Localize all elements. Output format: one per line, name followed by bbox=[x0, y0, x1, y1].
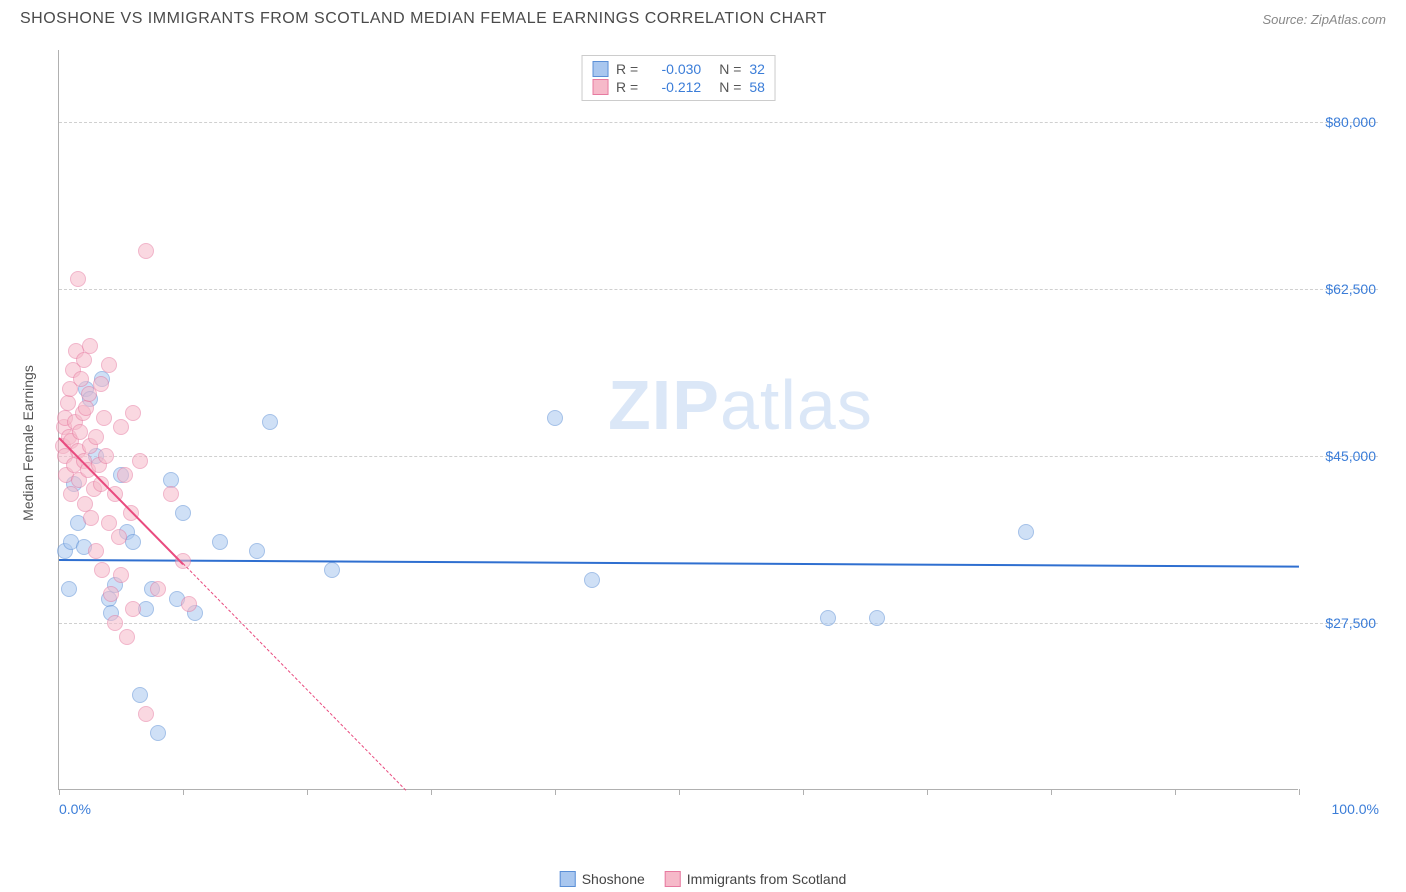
n-value: 58 bbox=[749, 79, 765, 95]
x-tick-label-min: 0.0% bbox=[59, 801, 91, 817]
data-point bbox=[547, 410, 563, 426]
plot-area: ZIPatlas R =-0.030N =32R =-0.212N =58 $2… bbox=[58, 50, 1298, 790]
data-point bbox=[70, 271, 86, 287]
y-tick-label: $62,500 bbox=[1325, 281, 1376, 297]
legend-swatch bbox=[592, 79, 608, 95]
data-point bbox=[138, 243, 154, 259]
r-value: -0.030 bbox=[646, 61, 701, 77]
legend-label: Immigrants from Scotland bbox=[687, 871, 847, 887]
legend-item: Immigrants from Scotland bbox=[665, 871, 847, 887]
gridline bbox=[59, 289, 1378, 290]
data-point bbox=[869, 610, 885, 626]
data-point bbox=[60, 395, 76, 411]
series-legend: Shoshone Immigrants from Scotland bbox=[560, 871, 847, 887]
legend-swatch bbox=[665, 871, 681, 887]
y-axis-label: Median Female Earnings bbox=[20, 365, 36, 521]
data-point bbox=[212, 534, 228, 550]
data-point bbox=[163, 486, 179, 502]
data-point bbox=[78, 400, 94, 416]
legend-row: R = -0.030 N = 32 bbox=[592, 60, 765, 78]
x-tick bbox=[803, 789, 804, 795]
data-point bbox=[113, 567, 129, 583]
x-tick-label-max: 100.0% bbox=[1332, 801, 1379, 817]
r-value: -0.212 bbox=[646, 79, 701, 95]
data-point bbox=[132, 687, 148, 703]
data-point bbox=[150, 725, 166, 741]
data-point bbox=[324, 562, 340, 578]
legend-swatch bbox=[592, 61, 608, 77]
x-tick bbox=[1051, 789, 1052, 795]
data-point bbox=[584, 572, 600, 588]
gridline bbox=[59, 623, 1378, 624]
source-attribution: Source: ZipAtlas.com bbox=[1262, 12, 1386, 27]
x-tick bbox=[307, 789, 308, 795]
x-tick bbox=[1299, 789, 1300, 795]
data-point bbox=[262, 414, 278, 430]
x-tick bbox=[679, 789, 680, 795]
x-tick bbox=[431, 789, 432, 795]
data-point bbox=[61, 581, 77, 597]
trend-line bbox=[183, 563, 407, 791]
correlation-legend: R = -0.030 N = 32 R = -0.212 N = 58 bbox=[581, 55, 776, 101]
legend-item: Shoshone bbox=[560, 871, 645, 887]
data-point bbox=[88, 429, 104, 445]
x-tick bbox=[183, 789, 184, 795]
data-point bbox=[76, 352, 92, 368]
data-point bbox=[181, 596, 197, 612]
data-point bbox=[1018, 524, 1034, 540]
x-tick bbox=[555, 789, 556, 795]
r-label: R = bbox=[616, 79, 638, 95]
n-label: N = bbox=[719, 79, 741, 95]
legend-swatch bbox=[560, 871, 576, 887]
data-point bbox=[150, 581, 166, 597]
data-point bbox=[249, 543, 265, 559]
data-point bbox=[101, 357, 117, 373]
data-point bbox=[107, 615, 123, 631]
data-point bbox=[111, 529, 127, 545]
data-point bbox=[103, 586, 119, 602]
y-tick-label: $80,000 bbox=[1325, 114, 1376, 130]
data-point bbox=[820, 610, 836, 626]
chart-title: SHOSHONE VS IMMIGRANTS FROM SCOTLAND MED… bbox=[20, 10, 827, 28]
data-point bbox=[117, 467, 133, 483]
data-point bbox=[98, 448, 114, 464]
n-value: 32 bbox=[749, 61, 765, 77]
data-point bbox=[96, 410, 112, 426]
x-tick bbox=[59, 789, 60, 795]
trend-line bbox=[59, 559, 1299, 568]
data-point bbox=[93, 376, 109, 392]
x-tick bbox=[927, 789, 928, 795]
data-point bbox=[83, 510, 99, 526]
x-tick bbox=[1175, 789, 1176, 795]
gridline bbox=[59, 456, 1378, 457]
data-point bbox=[125, 601, 141, 617]
r-label: R = bbox=[616, 61, 638, 77]
data-point bbox=[113, 419, 129, 435]
chart-container: Median Female Earnings ZIPatlas R =-0.03… bbox=[48, 50, 1378, 820]
n-label: N = bbox=[719, 61, 741, 77]
watermark: ZIPatlas bbox=[608, 365, 873, 445]
legend-row: R = -0.212 N = 58 bbox=[592, 78, 765, 96]
y-tick-label: $45,000 bbox=[1325, 448, 1376, 464]
data-point bbox=[119, 629, 135, 645]
data-point bbox=[101, 515, 117, 531]
legend-label: Shoshone bbox=[582, 871, 645, 887]
data-point bbox=[72, 424, 88, 440]
data-point bbox=[82, 338, 98, 354]
data-point bbox=[94, 562, 110, 578]
data-point bbox=[132, 453, 148, 469]
data-point bbox=[88, 543, 104, 559]
data-point bbox=[125, 405, 141, 421]
data-point bbox=[125, 534, 141, 550]
data-point bbox=[138, 706, 154, 722]
data-point bbox=[175, 505, 191, 521]
y-tick-label: $27,500 bbox=[1325, 615, 1376, 631]
gridline bbox=[59, 122, 1378, 123]
